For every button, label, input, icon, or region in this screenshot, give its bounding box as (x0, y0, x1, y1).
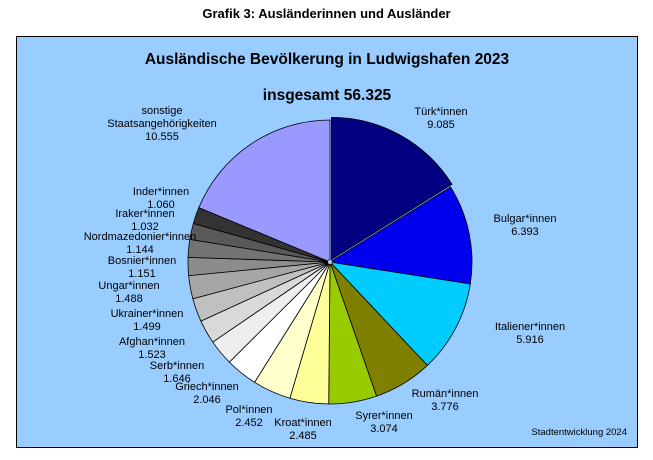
chart-title: Ausländische Bevölkerung in Ludwigshafen… (144, 51, 510, 68)
slice-label: Iraker*innen 1.032 (115, 208, 174, 233)
slice-label: Bosnier*innen 1.151 (108, 255, 177, 280)
pie-slice (198, 119, 331, 263)
slice-label: Pol*innen 2.452 (225, 404, 272, 429)
slice-label: Serb*innen 1.646 (150, 360, 204, 385)
slice-label: Rumän*innen 3.776 (412, 388, 479, 413)
slice-label: sonstige Staatsangehörigkeiten 10.555 (107, 105, 216, 143)
pie-slice (328, 186, 473, 285)
source-credit: Stadtentwicklung 2024 (531, 427, 627, 438)
slice-label: Inder*innen 1.060 (133, 186, 189, 211)
page-heading: Grafik 3: Ausländerinnen und Ausländer (202, 6, 451, 21)
slice-label: Türk*innen 9.085 (414, 106, 467, 131)
slice-label: Kroat*innen 2.485 (274, 417, 332, 442)
slice-label: Nordmazedonier*innen 1.144 (84, 231, 197, 256)
chart-subtitle: insgesamt 56.325 (262, 87, 392, 104)
slice-label: Ukrainer*innen 1.499 (111, 308, 184, 333)
pie-slice (328, 261, 471, 366)
pie-center-marker (327, 259, 333, 265)
slice-label: Griech*innen 2.046 (175, 381, 239, 406)
chart-panel: Ausländische Bevölkerung in Ludwigshafen… (16, 36, 638, 448)
slice-label: Bulgar*innen 6.393 (494, 213, 557, 238)
slice-label: Italiener*innen 5.916 (495, 321, 565, 346)
pie-chart: Türk*innen 9.085 Bulgar*innen 6.393 Italiene… (84, 105, 565, 442)
slice-label: Afghan*innen 1.523 (119, 336, 185, 361)
pie-slice (331, 116, 453, 261)
slice-label: Syrer*innen 3.074 (355, 410, 412, 435)
slice-label: Ungar*innen 1.488 (98, 280, 159, 305)
